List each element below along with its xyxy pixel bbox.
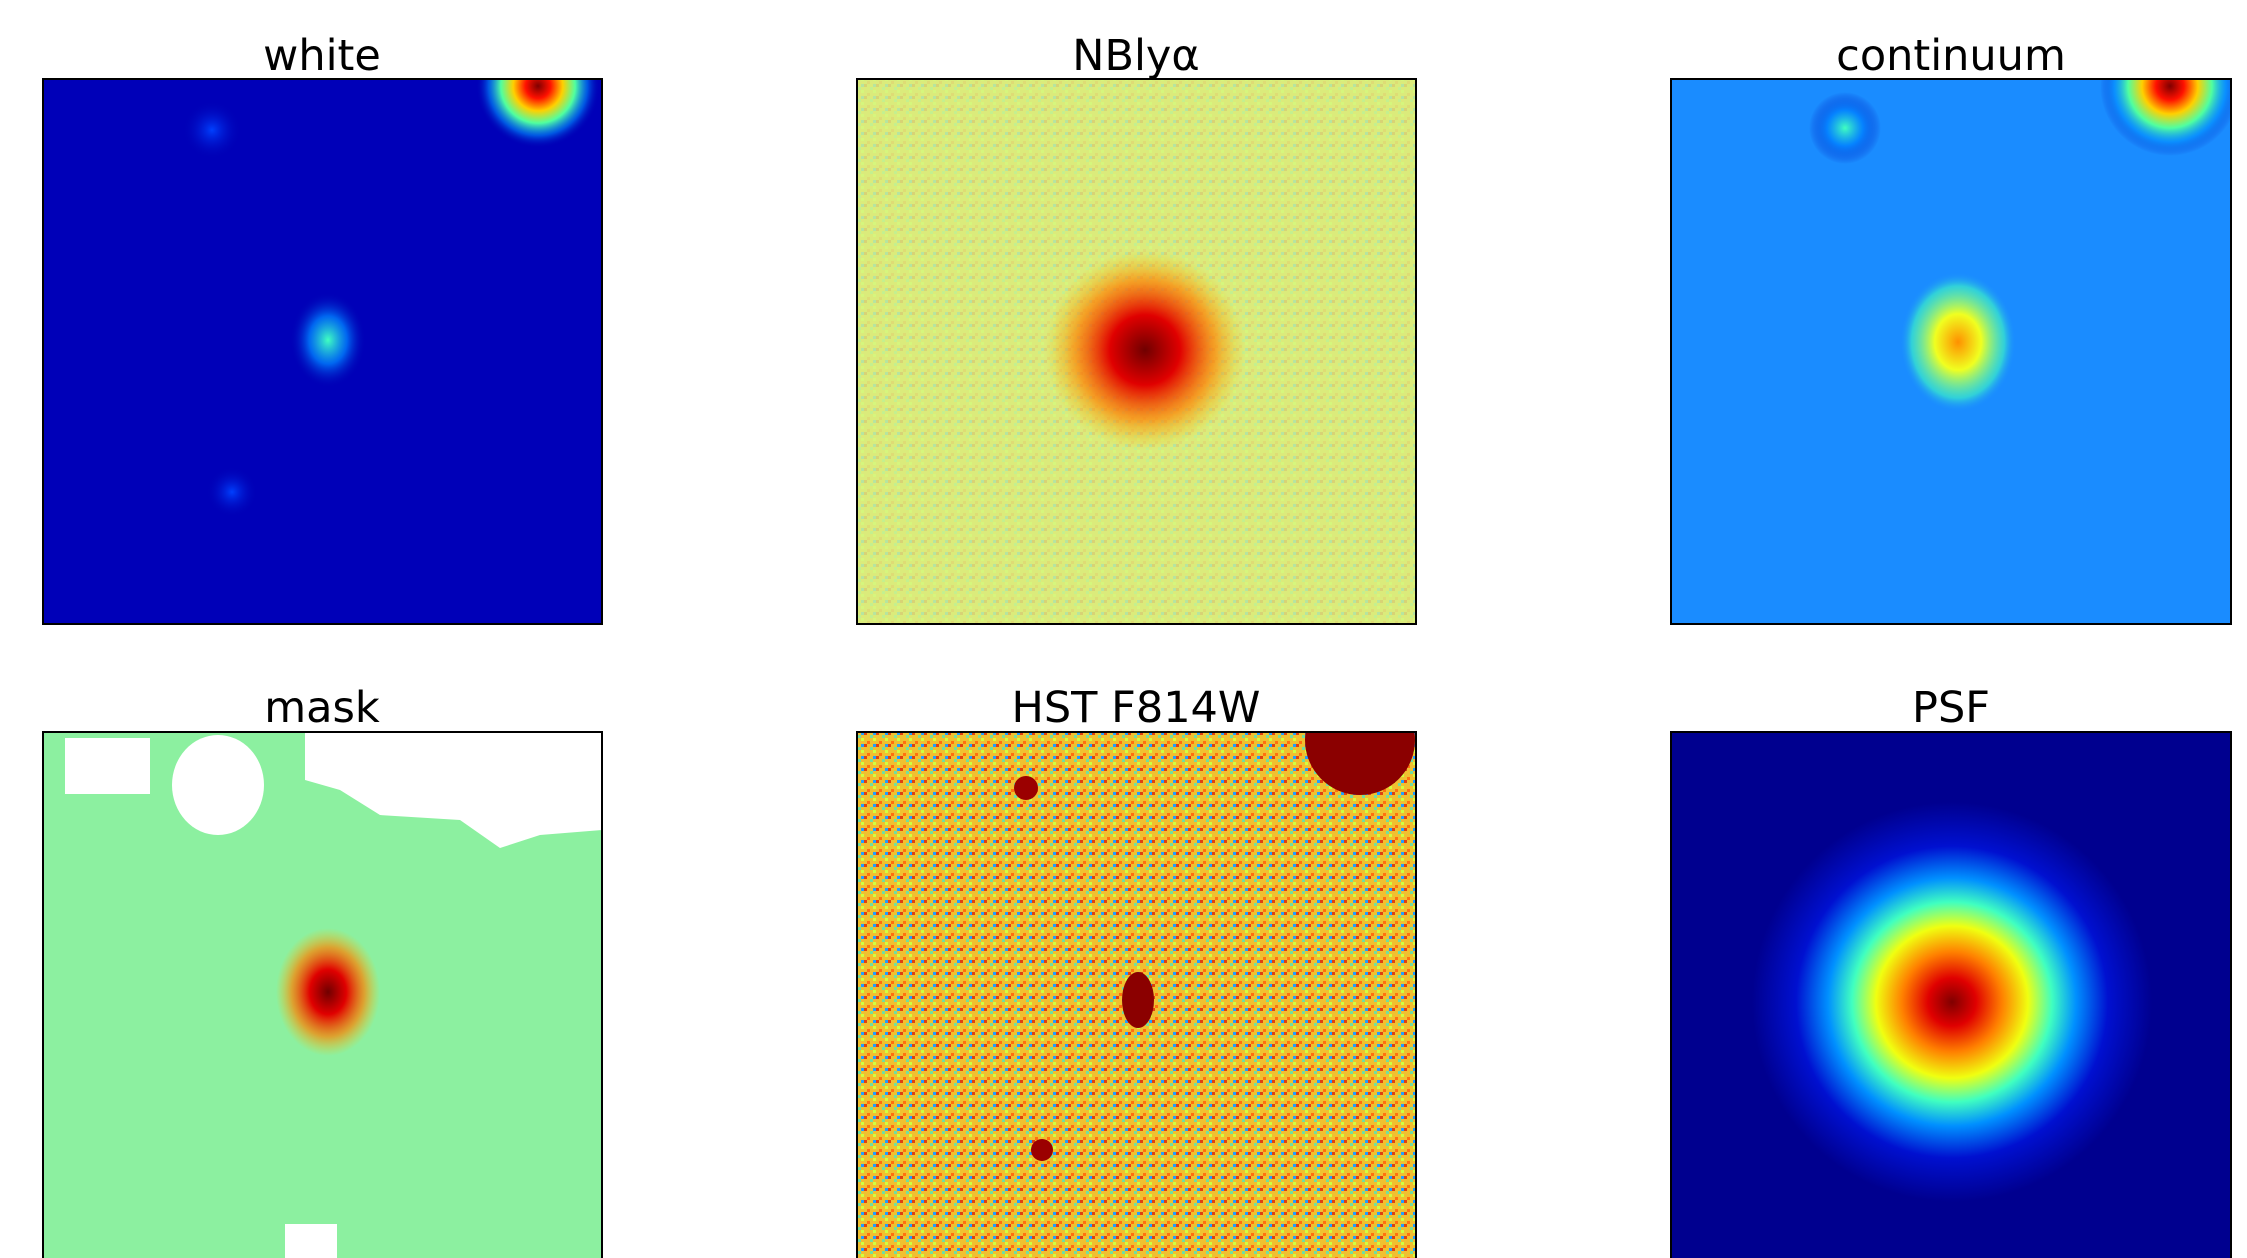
panel-image: [1671, 732, 2231, 1258]
panel-title: PSF: [1912, 683, 1990, 733]
panel-title: HST F814W: [1012, 683, 1261, 733]
panel-title: mask: [264, 683, 380, 733]
panel-title: continuum: [1836, 31, 2066, 81]
figure: white NBlyα continuum mask HST F814W PSF: [0, 0, 2247, 1258]
panel-title: white: [263, 31, 381, 81]
panel-image: [857, 79, 1416, 624]
panel-image: [43, 24, 602, 624]
panel-image: [857, 685, 1416, 1258]
panel-title: NBlyα: [1072, 31, 1199, 81]
panel-image: [43, 732, 602, 1258]
panel-image: [1671, 16, 2240, 624]
